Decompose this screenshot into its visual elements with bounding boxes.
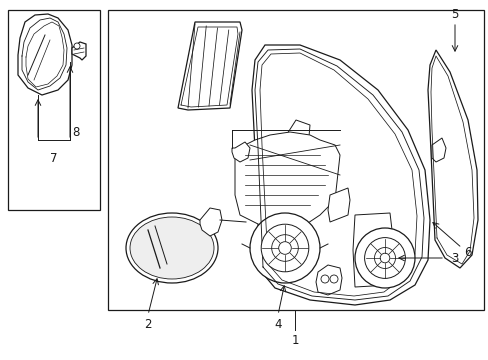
Polygon shape — [315, 265, 341, 295]
Text: 8: 8 — [72, 126, 80, 139]
Polygon shape — [200, 208, 222, 236]
Ellipse shape — [126, 213, 218, 283]
Circle shape — [74, 43, 80, 49]
Polygon shape — [280, 120, 309, 158]
Polygon shape — [251, 45, 429, 305]
Circle shape — [380, 253, 389, 263]
Circle shape — [364, 238, 405, 278]
Circle shape — [320, 275, 328, 283]
Bar — [108, 10, 483, 310]
Text: 1: 1 — [291, 333, 298, 346]
Text: 4: 4 — [274, 319, 281, 332]
Circle shape — [354, 228, 414, 288]
Polygon shape — [327, 188, 349, 222]
Polygon shape — [431, 138, 445, 162]
Polygon shape — [427, 50, 477, 268]
Text: 2: 2 — [144, 319, 151, 332]
Text: 5: 5 — [450, 8, 458, 21]
Text: 3: 3 — [450, 252, 458, 265]
Circle shape — [374, 248, 395, 269]
Ellipse shape — [130, 217, 214, 279]
Text: 6: 6 — [463, 246, 471, 258]
Circle shape — [329, 275, 337, 283]
Polygon shape — [18, 14, 72, 95]
Polygon shape — [231, 142, 249, 162]
Circle shape — [278, 242, 291, 254]
Circle shape — [271, 235, 298, 261]
Text: 7: 7 — [50, 152, 58, 165]
Polygon shape — [72, 42, 86, 60]
Polygon shape — [352, 213, 391, 287]
Polygon shape — [178, 22, 242, 110]
Polygon shape — [235, 132, 339, 230]
Bar — [8, 10, 100, 210]
Circle shape — [249, 213, 319, 283]
Circle shape — [261, 224, 308, 272]
